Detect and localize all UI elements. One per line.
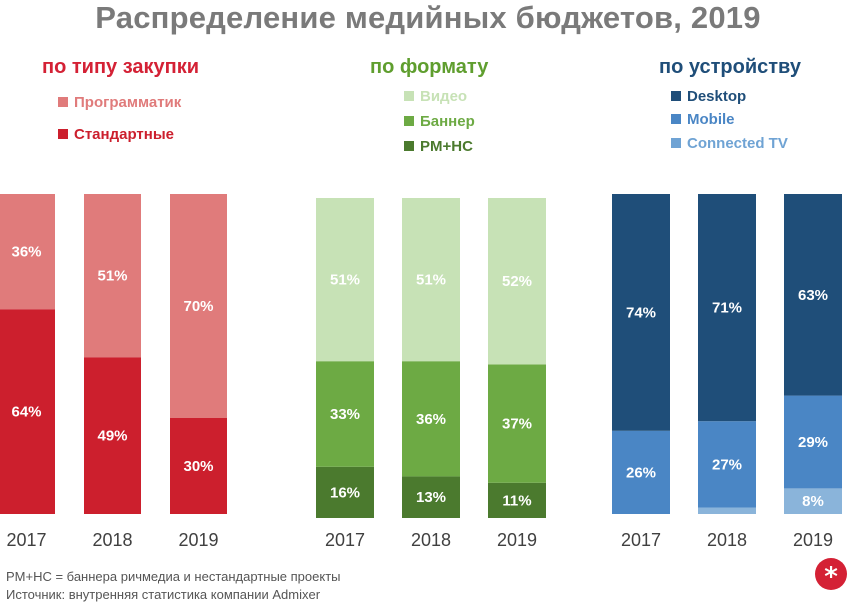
panel-title-device: по устройству: [659, 56, 801, 78]
x-tick-label: 2017: [6, 530, 46, 550]
footnote-pm-hc: PM+HC = баннера ричмедиа и нестандартные…: [6, 569, 341, 584]
legend-swatch: [404, 91, 414, 101]
legend-item-mobile: Mobile: [671, 111, 735, 128]
page-title: Распределение медийных бюджетов, 2019: [95, 0, 761, 35]
bar-segment: [784, 395, 842, 489]
x-tick-label: 2019: [793, 530, 833, 550]
data-label: 51%: [97, 268, 127, 285]
bar-segment: [784, 194, 842, 396]
bar-segment: [402, 361, 460, 477]
footnote-source: Источник: внутренняя статистика компании…: [6, 587, 321, 602]
data-label: 33%: [330, 406, 360, 423]
data-label: 74%: [626, 304, 656, 321]
data-label: 51%: [330, 272, 360, 289]
legend-swatch: [671, 138, 681, 148]
data-label: 26%: [626, 464, 656, 481]
bar-segment: [698, 194, 756, 422]
data-label: 27%: [712, 456, 742, 473]
data-label: 29%: [798, 434, 828, 451]
legend-swatch: [404, 141, 414, 151]
legend-swatch: [58, 129, 68, 139]
bar-segment: [84, 194, 141, 358]
x-tick-label: 2018: [411, 530, 451, 550]
asterisk-icon: *: [815, 558, 847, 592]
legend-swatch: [671, 114, 681, 124]
x-tick-label: 2018: [92, 530, 132, 550]
x-tick-label: 2017: [621, 530, 661, 550]
bar-segment: [488, 482, 546, 518]
bar-segment: [316, 361, 374, 467]
bar-segment: [612, 194, 670, 431]
legend-item-connected-tv: Connected TV: [671, 135, 788, 152]
data-label: 49%: [97, 428, 127, 445]
legend-item-video: Видео: [404, 88, 467, 105]
bar-segment: [402, 198, 460, 362]
x-tick-label: 2019: [497, 530, 537, 550]
data-label: 11%: [502, 492, 531, 509]
data-label: 13%: [416, 489, 446, 506]
bar-segment: [0, 194, 55, 310]
data-label: 30%: [183, 458, 213, 475]
bar-segment: [316, 198, 374, 362]
data-label: 36%: [416, 411, 446, 428]
legend-item-standard: Стандартные: [58, 126, 174, 143]
data-label: 70%: [183, 298, 213, 315]
bar-segment: [488, 364, 546, 483]
panel-title-purchase-type: по типу закупки: [42, 56, 200, 78]
data-label: 63%: [798, 287, 828, 304]
panel-title-format: по формату: [370, 56, 489, 78]
data-label: 51%: [416, 272, 446, 289]
x-tick-label: 2019: [178, 530, 218, 550]
legend-swatch: [671, 91, 681, 101]
x-tick-label: 2018: [707, 530, 747, 550]
data-label: 16%: [330, 484, 360, 501]
legend-item-desktop: Desktop: [671, 88, 746, 105]
data-label: 52%: [502, 273, 532, 290]
bar-segment: [316, 466, 374, 518]
legend-item-programmatic: Программатик: [58, 94, 181, 111]
bar-segment: [402, 476, 460, 518]
legend-item-pm-hc: PM+HC: [404, 138, 473, 155]
bar-segment: [170, 194, 227, 418]
data-label: 36%: [11, 244, 41, 261]
data-label: 8%: [802, 493, 824, 510]
bar-segment: [488, 198, 546, 365]
legend-swatch: [58, 97, 68, 107]
data-label: 64%: [11, 404, 41, 421]
bar-segment: [698, 507, 756, 514]
bar-segment: [784, 488, 842, 514]
bar-segment: [170, 418, 227, 514]
x-tick-label: 2017: [325, 530, 365, 550]
bar-segment: [84, 357, 141, 514]
bar-segment: [0, 309, 55, 514]
legend-swatch: [404, 116, 414, 126]
legend-item-banner: Баннер: [404, 113, 475, 130]
bar-segment: [698, 421, 756, 508]
data-label: 71%: [712, 300, 742, 317]
bar-segment: [612, 430, 670, 514]
data-label: 37%: [502, 416, 532, 433]
